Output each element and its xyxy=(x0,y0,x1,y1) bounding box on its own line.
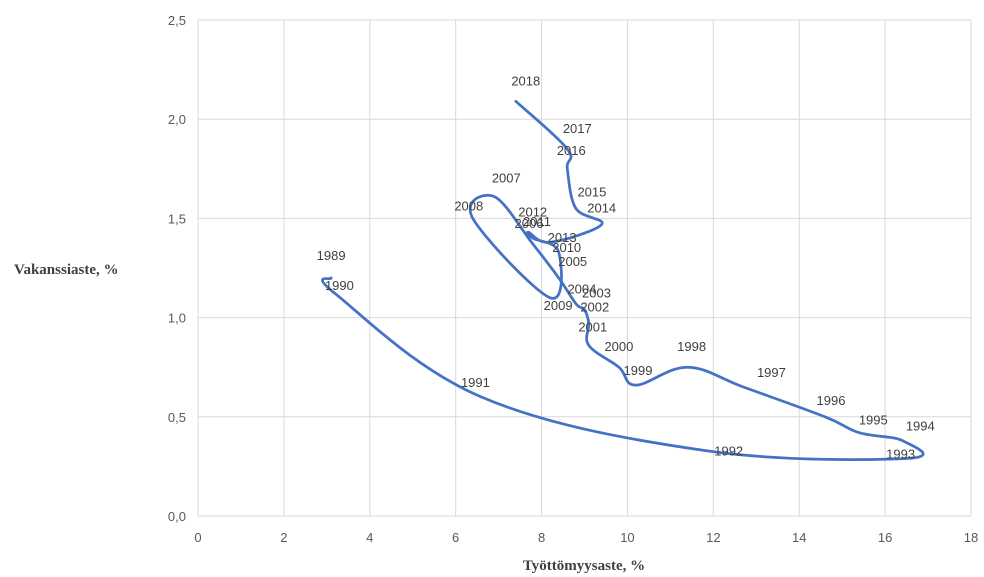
year-label-2001: 2001 xyxy=(578,319,607,334)
y-axis-title: Vakanssiaste, % xyxy=(14,262,118,278)
year-label-2008: 2008 xyxy=(454,198,483,213)
x-tick-label: 10 xyxy=(620,530,634,545)
year-label-1997: 1997 xyxy=(757,365,786,380)
series-line xyxy=(321,99,925,462)
year-label-1999: 1999 xyxy=(624,363,653,378)
y-tick-label: 2,0 xyxy=(168,112,186,127)
x-tick-label: 14 xyxy=(792,530,806,545)
x-tick-label: 2 xyxy=(280,530,287,545)
x-tick-label: 18 xyxy=(964,530,978,545)
x-axis-title: Työttömyysaste, % xyxy=(523,558,645,574)
year-label-2016: 2016 xyxy=(557,143,586,158)
year-label-1994: 1994 xyxy=(906,419,935,434)
x-tick-label: 12 xyxy=(706,530,720,545)
year-label-2014: 2014 xyxy=(587,200,616,215)
year-label-2013: 2013 xyxy=(548,230,577,245)
x-tick-label: 6 xyxy=(452,530,459,545)
year-label-1989: 1989 xyxy=(317,248,346,263)
year-label-1991: 1991 xyxy=(461,375,490,390)
year-label-1995: 1995 xyxy=(859,413,888,428)
x-axis-ticks: 0 2 4 6 8 10 12 14 16 18 xyxy=(194,530,978,545)
year-label-2011: 2011 xyxy=(523,214,551,229)
year-label-2006: 2006 xyxy=(515,216,544,231)
x-tick-label: 4 xyxy=(366,530,373,545)
year-label-2002: 2002 xyxy=(580,300,609,315)
year-label-2007: 2007 xyxy=(492,171,521,186)
year-label-2015: 2015 xyxy=(577,185,606,200)
year-label-2004: 2004 xyxy=(567,282,596,297)
x-tick-label: 16 xyxy=(878,530,892,545)
gridlines xyxy=(197,19,972,517)
year-label-2018: 2018 xyxy=(511,73,540,88)
year-label-2009: 2009 xyxy=(544,298,573,313)
y-tick-label: 2,5 xyxy=(168,13,186,28)
y-tick-label: 1,0 xyxy=(168,311,186,326)
y-tick-label: 0,0 xyxy=(168,509,186,524)
y-axis-ticks: 0,0 0,5 1,0 1,5 2,0 2,5 xyxy=(168,13,186,524)
year-labels: 1989 1990 1991 1992 1993 1994 1995 1996 1997 1998… xyxy=(317,73,935,461)
year-label-2017: 2017 xyxy=(563,121,592,136)
y-tick-label: 0,5 xyxy=(168,410,186,425)
x-tick-label: 8 xyxy=(538,530,545,545)
year-label-1992: 1992 xyxy=(714,444,743,459)
x-tick-label: 0 xyxy=(194,530,201,545)
year-label-2005: 2005 xyxy=(558,254,587,269)
year-label-1996: 1996 xyxy=(817,393,846,408)
year-label-1998: 1998 xyxy=(677,339,706,354)
year-label-2003: 2003 xyxy=(582,286,611,301)
year-label-2012: 2012 xyxy=(518,204,547,219)
year-label-1993: 1993 xyxy=(886,447,915,462)
year-label-2010: 2010 xyxy=(552,240,581,255)
y-tick-label: 1,5 xyxy=(168,211,186,226)
year-label-1990: 1990 xyxy=(325,278,354,293)
year-label-2000: 2000 xyxy=(604,339,633,354)
